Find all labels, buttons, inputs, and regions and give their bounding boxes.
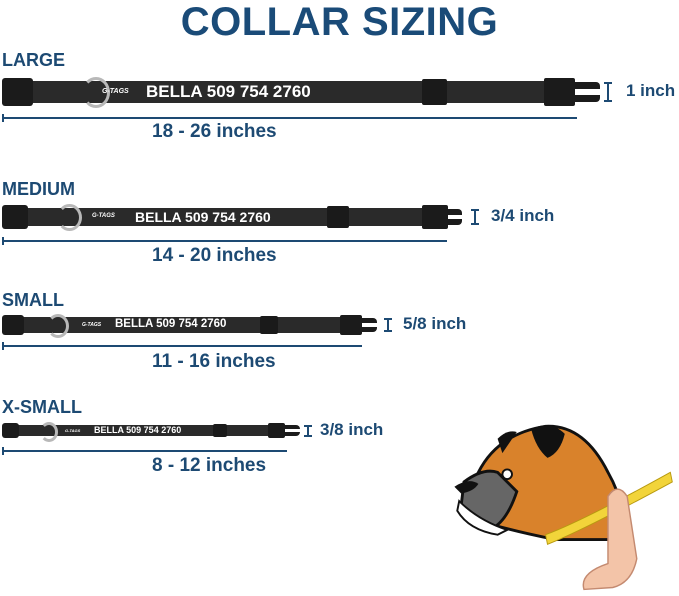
brand-logo: G-TAGS <box>92 213 115 220</box>
buckle-prong <box>448 208 462 215</box>
neck-size-range: 14 - 20 inches <box>152 245 277 266</box>
buckle-female <box>2 315 24 335</box>
strap-keeper <box>422 79 448 105</box>
width-indicator <box>471 209 479 225</box>
engraved-name: BELLA 509 754 2760 <box>94 425 182 436</box>
buckle-male <box>268 423 285 438</box>
size-label: X-SMALL <box>2 397 82 417</box>
d-ring <box>47 314 69 338</box>
buckle-prong <box>362 327 377 332</box>
collar-image: G-TAGS BELLA 509 754 2760 <box>2 422 300 442</box>
collar-strap <box>8 81 550 103</box>
collar-width: 3/4 inch <box>491 206 555 225</box>
brand-logo: G-TAGS <box>65 428 81 434</box>
d-ring <box>82 76 111 108</box>
width-indicator <box>604 82 612 102</box>
collar-image: G-TAGS BELLA 509 754 2760 <box>2 203 462 232</box>
length-line <box>2 342 362 350</box>
length-line <box>2 237 447 245</box>
strap-keeper <box>260 316 278 334</box>
size-label: LARGE <box>2 50 65 70</box>
neck-size-range: 11 - 16 inches <box>152 351 276 372</box>
engraved-name: BELLA 509 754 2760 <box>146 81 311 101</box>
collar-width: 5/8 inch <box>403 314 467 333</box>
length-line <box>2 114 577 122</box>
strap-keeper <box>327 206 349 228</box>
collar-strap <box>8 207 428 227</box>
collar-image: G-TAGS BELLA 509 754 2760 <box>2 76 600 108</box>
buckle-prong <box>362 318 377 323</box>
collar-image: G-TAGS BELLA 509 754 2760 <box>2 314 377 338</box>
length-line <box>2 447 287 455</box>
buckle-prong <box>448 219 462 226</box>
width-indicator <box>304 424 312 437</box>
buckle-prong <box>284 432 300 436</box>
buckle-male <box>422 205 449 229</box>
buckle-prong <box>574 94 600 102</box>
engraved-name: BELLA 509 754 2760 <box>115 318 227 331</box>
buckle-prong <box>574 82 600 90</box>
buckle-female <box>2 423 19 438</box>
buckle-prong <box>284 425 300 429</box>
width-indicator <box>384 318 392 332</box>
strap-keeper <box>213 423 227 438</box>
buckle-female <box>2 78 33 106</box>
boxer-dog-neck-measuring-icon <box>454 424 673 591</box>
d-ring <box>57 203 83 232</box>
brand-logo: G-TAGS <box>102 87 129 95</box>
neck-size-range: 8 - 12 inches <box>152 455 267 476</box>
buckle-male <box>544 78 575 106</box>
engraved-name: BELLA 509 754 2760 <box>135 208 271 225</box>
neck-size-range: 18 - 26 inches <box>152 121 277 142</box>
brand-logo: G-TAGS <box>82 322 102 328</box>
size-label: MEDIUM <box>2 179 75 199</box>
buckle-male <box>340 315 362 335</box>
d-ring <box>40 422 58 442</box>
buckle-female <box>2 205 29 229</box>
collar-strap <box>8 424 274 437</box>
collar-width: 3/8 inch <box>320 419 384 439</box>
page-title: COLLAR SIZING <box>180 0 499 44</box>
collar-width: 1 inch <box>626 81 676 100</box>
size-label: SMALL <box>2 290 64 310</box>
